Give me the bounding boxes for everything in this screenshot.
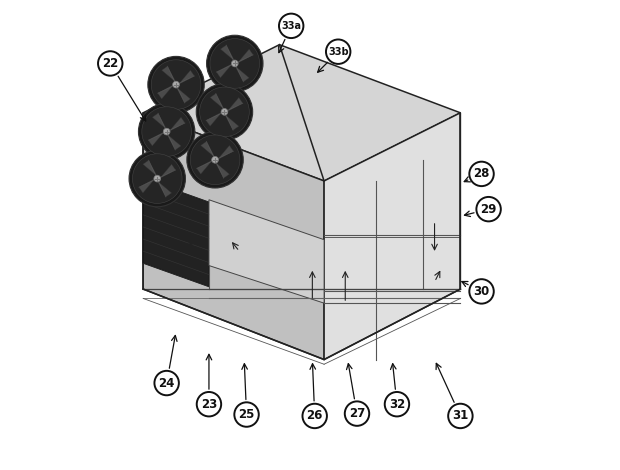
Circle shape	[172, 81, 179, 88]
Circle shape	[142, 107, 192, 157]
Text: 28: 28	[473, 167, 490, 180]
Circle shape	[234, 402, 259, 427]
Text: 31: 31	[452, 409, 469, 423]
Text: 22: 22	[102, 57, 118, 70]
Polygon shape	[139, 179, 155, 193]
Circle shape	[221, 109, 228, 115]
Polygon shape	[237, 49, 253, 63]
Polygon shape	[206, 112, 222, 126]
Circle shape	[231, 60, 238, 67]
Circle shape	[133, 154, 182, 204]
Polygon shape	[224, 114, 239, 130]
Text: 32: 32	[389, 398, 405, 411]
Polygon shape	[157, 85, 174, 99]
Text: 33b: 33b	[328, 47, 348, 57]
Circle shape	[138, 103, 195, 160]
Circle shape	[197, 392, 221, 416]
Circle shape	[385, 392, 409, 416]
Text: 25: 25	[238, 408, 255, 421]
Circle shape	[200, 87, 249, 137]
Circle shape	[129, 150, 185, 207]
Circle shape	[154, 175, 161, 182]
Polygon shape	[176, 87, 190, 103]
Text: 27: 27	[349, 407, 365, 420]
Circle shape	[163, 128, 170, 135]
Polygon shape	[153, 113, 167, 129]
Circle shape	[448, 404, 472, 428]
Polygon shape	[159, 164, 175, 179]
Circle shape	[469, 162, 494, 186]
Polygon shape	[167, 134, 181, 150]
Text: 24: 24	[159, 376, 175, 390]
Polygon shape	[197, 160, 213, 174]
Circle shape	[326, 39, 350, 64]
Circle shape	[190, 135, 240, 185]
Circle shape	[303, 404, 327, 428]
Circle shape	[469, 279, 494, 304]
Polygon shape	[210, 94, 224, 110]
Polygon shape	[201, 141, 215, 157]
Circle shape	[154, 371, 179, 395]
Polygon shape	[157, 181, 172, 197]
Circle shape	[98, 51, 123, 76]
Circle shape	[210, 39, 260, 88]
Circle shape	[211, 157, 218, 163]
Polygon shape	[179, 70, 195, 85]
Polygon shape	[216, 63, 232, 78]
Text: eReplacementParts.com: eReplacementParts.com	[234, 228, 386, 242]
Polygon shape	[169, 117, 185, 132]
Polygon shape	[143, 160, 157, 176]
Polygon shape	[235, 66, 249, 82]
Text: 33a: 33a	[281, 21, 301, 31]
Text: 29: 29	[480, 203, 497, 216]
Polygon shape	[143, 45, 461, 181]
Polygon shape	[227, 97, 243, 112]
Polygon shape	[143, 179, 209, 287]
Circle shape	[279, 14, 303, 38]
Polygon shape	[143, 113, 324, 360]
Text: 26: 26	[306, 409, 323, 423]
Circle shape	[197, 84, 253, 140]
Polygon shape	[221, 45, 235, 61]
Circle shape	[206, 35, 263, 92]
Polygon shape	[215, 162, 229, 178]
Text: 23: 23	[201, 398, 217, 411]
Polygon shape	[209, 200, 324, 303]
Circle shape	[345, 401, 370, 426]
Polygon shape	[218, 145, 234, 160]
Polygon shape	[324, 113, 461, 360]
Circle shape	[187, 132, 243, 188]
Polygon shape	[162, 66, 176, 82]
Circle shape	[476, 197, 501, 221]
Polygon shape	[148, 132, 164, 146]
Text: 30: 30	[474, 285, 490, 298]
Circle shape	[148, 56, 204, 113]
Circle shape	[151, 60, 201, 110]
